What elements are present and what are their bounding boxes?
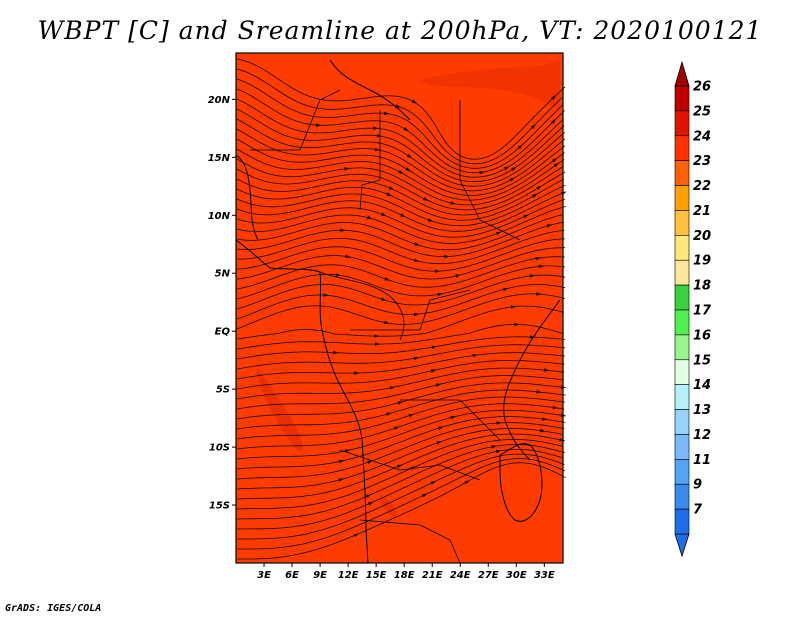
colorbar-label: 19 [693,254,711,269]
colorbar-label: 12 [693,428,711,443]
lon-tick-label: 12E [338,570,359,581]
lon-tick-label: 27E [478,570,499,581]
grads-credit: GrADS: IGES/COLA [5,603,101,614]
colorbar-swatch [675,136,689,161]
colorbar-label: 15 [693,353,711,368]
colorbar-label: 9 [693,478,702,493]
latitude-axis: 20N 15N 10N 5N EQ 5S 10S 15S [208,95,236,512]
colorbar-label: 13 [693,403,711,418]
colorbar-label: 22 [693,179,711,194]
colorbar-swatch [675,186,689,211]
lon-tick-label: 33E [534,570,555,581]
lon-tick-label: 30E [506,570,527,581]
colorbar-label: 16 [693,328,711,343]
lat-tick-label: 20N [208,95,231,106]
colorbar-swatch [675,260,689,285]
colorbar-label: 20 [693,229,711,244]
colorbar-swatch [675,410,689,435]
lat-tick-label: 5N [215,269,231,280]
colorbar-label: 7 [693,503,703,518]
colorbar-label: 17 [693,304,712,319]
lon-tick-label: 3E [257,570,271,581]
lat-tick-label: 15S [209,501,230,512]
colorbar-swatch [675,86,689,111]
lat-tick-label: EQ [215,327,231,338]
colorbar-swatch [675,310,689,335]
lat-tick-label: 10S [209,443,230,454]
colorbar: 26 25 24 23 22 21 20 19 18 17 16 15 14 13 12 11 9 7 [675,62,712,556]
colorbar-swatch [675,210,689,235]
lon-tick-label: 6E [285,570,299,581]
lat-tick-label: 10N [208,211,231,222]
lon-tick-label: 21E [422,570,443,581]
colorbar-label: 26 [693,80,711,95]
colorbar-swatch [675,161,689,186]
map-panel [236,53,567,563]
colorbar-label: 24 [693,129,711,144]
colorbar-swatch [675,335,689,360]
longitude-axis: 3E 6E 9E 12E 15E 18E 21E 24E 27E 30E 33E [257,563,555,581]
lat-tick-label: 5S [216,385,230,396]
colorbar-over-triangle [675,62,689,86]
lon-tick-label: 18E [394,570,415,581]
colorbar-swatch [675,360,689,385]
colorbar-swatch [675,509,689,534]
colorbar-swatch [675,111,689,136]
colorbar-label: 25 [693,104,711,119]
colorbar-label: 21 [693,204,711,219]
colorbar-swatch [675,459,689,484]
colorbar-swatch [675,285,689,310]
colorbar-label: 18 [693,279,711,294]
colorbar-swatch [675,484,689,509]
lat-tick-label: 15N [208,153,231,164]
colorbar-label: 23 [693,154,711,169]
colorbar-label: 11 [693,453,711,468]
lon-tick-label: 9E [313,570,327,581]
colorbar-under-triangle [675,534,689,556]
lon-tick-label: 24E [450,570,471,581]
colorbar-swatch [675,434,689,459]
lon-tick-label: 15E [366,570,387,581]
colorbar-swatch [675,235,689,260]
colorbar-swatch [675,385,689,410]
colorbar-label: 14 [693,378,711,393]
